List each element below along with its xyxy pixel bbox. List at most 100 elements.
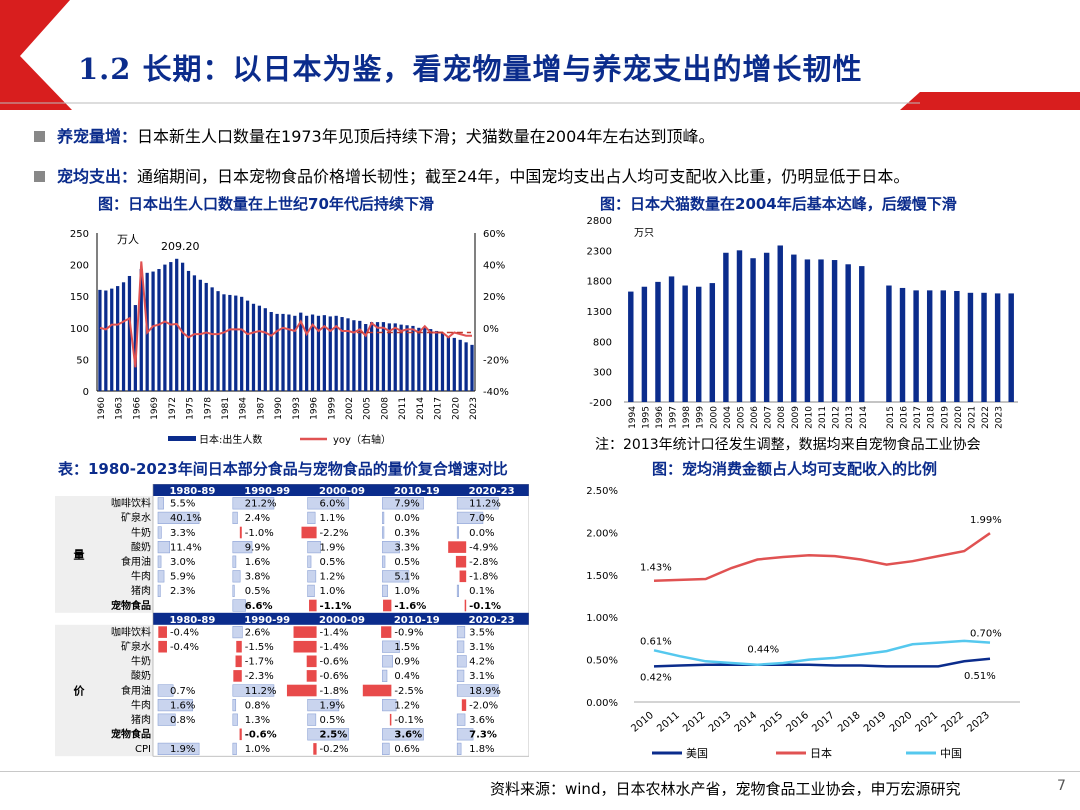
y-tick-label: 0 xyxy=(83,387,89,398)
births-bar xyxy=(228,294,232,391)
x-tick-label: 2015 xyxy=(886,406,896,429)
data-bar-negative xyxy=(158,640,167,653)
births-bar xyxy=(387,323,391,391)
x-tick-label: 1969 xyxy=(150,397,160,420)
row-name: 酸奶 xyxy=(131,540,151,553)
data-bar-negative xyxy=(235,655,242,668)
table-cell: 1.8% xyxy=(469,744,494,755)
x-tick-label: 2012 xyxy=(681,710,708,735)
births-bar xyxy=(263,308,267,391)
data-bar-negative xyxy=(236,640,242,653)
table-cell: -1.4% xyxy=(320,642,349,653)
data-bar-positive xyxy=(157,684,174,697)
y2-tick-label: 60% xyxy=(483,229,505,240)
y2-tick-label: -20% xyxy=(483,355,509,366)
x-tick-label: 1998 xyxy=(682,406,692,429)
data-bar-positive xyxy=(382,742,390,756)
y-tick-label: 50 xyxy=(76,355,89,366)
data-bar-positive xyxy=(456,684,499,697)
bullet-square-icon xyxy=(34,131,45,142)
births-bar xyxy=(352,320,356,391)
x-tick-label: 2020 xyxy=(888,710,915,735)
period-header: 1990-99 xyxy=(244,615,290,626)
petcount-bar xyxy=(913,290,919,402)
data-bar-negative xyxy=(389,713,392,726)
data-bar-positive xyxy=(307,584,315,597)
births-bar xyxy=(346,318,350,391)
x-tick-label: 1999 xyxy=(327,397,337,420)
data-bar-positive xyxy=(307,511,316,525)
data-label: 0.42% xyxy=(640,672,672,683)
petcount-bar xyxy=(899,287,906,402)
legend-label: 美国 xyxy=(686,747,708,760)
right-red-bar xyxy=(900,92,1080,110)
y-tick-label: 2.50% xyxy=(586,486,618,497)
y-tick-label: 150 xyxy=(70,292,89,303)
data-bar-positive xyxy=(456,742,462,756)
births-bar xyxy=(210,287,214,391)
table-cell: -1.5% xyxy=(245,642,274,653)
data-bar-negative xyxy=(239,526,242,539)
row-name: 牛奶 xyxy=(131,526,151,539)
data-bar-positive xyxy=(382,497,424,510)
table-cell: 2.6% xyxy=(245,627,270,638)
petcount-bar xyxy=(709,283,716,402)
legend-yoy-label: yoy（右轴） xyxy=(333,433,391,446)
petcount-bar xyxy=(777,245,783,402)
x-tick-label: 2011 xyxy=(655,710,682,735)
x-tick-label: 2017 xyxy=(913,406,923,429)
x-tick-label: 2000 xyxy=(709,406,719,429)
births-bar xyxy=(423,327,427,391)
table-header-band xyxy=(153,612,529,625)
section-label: 量 xyxy=(74,548,85,561)
births-bar xyxy=(121,282,126,391)
table-cell: -2.2% xyxy=(320,528,349,539)
legend-births-swatch xyxy=(168,436,196,441)
data-bar-positive xyxy=(307,728,350,741)
x-tick-label: 2016 xyxy=(784,710,811,735)
table-cell: 9.9% xyxy=(245,542,270,553)
x-tick-label: 1981 xyxy=(221,397,231,420)
growth-table: 1980-89 1990-99 2000-09 2010-19 2020-23量咖啡饮料… xyxy=(55,484,529,757)
x-tick-label: 2017 xyxy=(434,397,444,420)
x-tick-label: 2016 xyxy=(900,406,910,429)
petcount-bar xyxy=(994,293,1001,402)
row-name: 牛肉 xyxy=(131,698,151,711)
births-bar xyxy=(186,270,191,391)
data-bar-negative xyxy=(309,599,317,612)
petcount-bar xyxy=(682,285,688,402)
data-bar-negative xyxy=(306,670,317,682)
table-cell: 1.9% xyxy=(320,700,345,711)
data-bar-positive xyxy=(157,742,200,756)
table-cell: 0.8% xyxy=(245,700,270,711)
data-bar-negative xyxy=(459,570,467,583)
table-cell: 1.5% xyxy=(394,642,419,653)
period-header: 2020-23 xyxy=(469,486,515,497)
births-bar xyxy=(358,320,362,391)
y2-tick-label: -40% xyxy=(483,387,509,398)
yoy-line xyxy=(99,261,472,368)
data-bar-negative xyxy=(381,626,392,638)
data-bar-positive xyxy=(232,497,275,510)
section-label: 价 xyxy=(74,685,86,698)
births-bar xyxy=(139,269,143,391)
data-label: 1.99% xyxy=(970,515,1002,526)
table-cell: 1.9% xyxy=(320,542,345,553)
births-bar xyxy=(322,315,326,391)
series-line-1 xyxy=(653,532,991,582)
x-tick-label: 2022 xyxy=(940,710,967,735)
data-bar-positive xyxy=(456,511,484,525)
row-name: 咖啡饮料 xyxy=(111,497,151,510)
data-bar-negative xyxy=(362,684,392,697)
x-tick-label: 1997 xyxy=(669,406,679,429)
data-bar-positive xyxy=(232,584,235,597)
x-tick-label: 1995 xyxy=(641,406,651,429)
row-name: 矿泉水 xyxy=(121,640,151,653)
data-bar-positive xyxy=(157,584,161,597)
births-bar xyxy=(257,305,262,391)
births-bar xyxy=(399,324,403,391)
page-number: 7 xyxy=(1057,778,1066,794)
x-tick-label: 2023 xyxy=(965,710,992,735)
table-cell: 0.5% xyxy=(320,557,345,568)
births-bar xyxy=(104,290,108,391)
